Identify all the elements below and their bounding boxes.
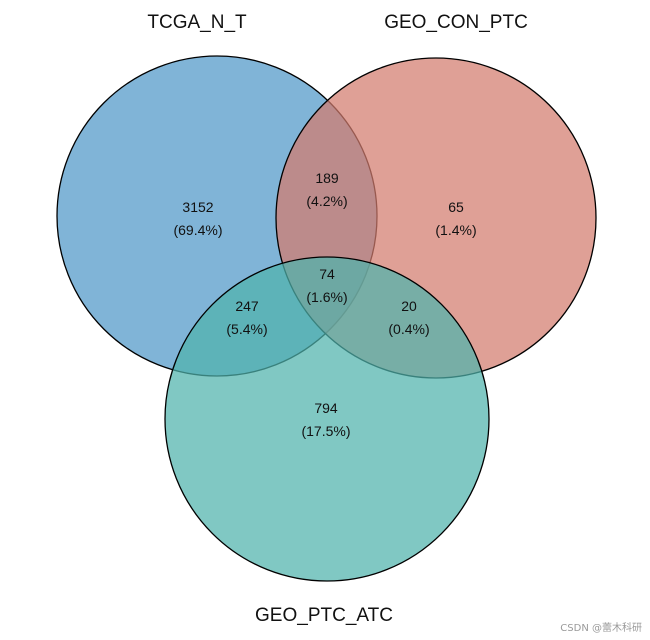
region-ac-count: 247 (235, 298, 259, 314)
region-bc-percent: (0.4%) (388, 321, 429, 337)
region-ab-percent: (4.2%) (306, 193, 347, 209)
circle-group (56, 55, 597, 582)
region-ac-percent: (5.4%) (226, 321, 267, 337)
set-label-tcga-n-t: TCGA_N_T (147, 12, 247, 33)
region-abc-percent: (1.6%) (306, 289, 347, 305)
region-abc-count: 74 (319, 266, 335, 282)
region-ab-count: 189 (315, 170, 339, 186)
watermark-text: CSDN @蕾木科研 (560, 623, 642, 634)
circle-geo-ptc-atc (164, 256, 490, 582)
region-b-only-count: 65 (448, 199, 464, 215)
region-c-only-percent: (17.5%) (301, 423, 350, 439)
region-c-only-count: 794 (314, 400, 338, 416)
region-bc-count: 20 (401, 298, 417, 314)
set-label-geo-ptc-atc: GEO_PTC_ATC (255, 605, 393, 626)
region-a-only-count: 3152 (182, 199, 213, 215)
set-label-geo-con-ptc: GEO_CON_PTC (384, 12, 528, 33)
region-b-only-percent: (1.4%) (435, 222, 476, 238)
region-a-only-percent: (69.4%) (173, 222, 222, 238)
